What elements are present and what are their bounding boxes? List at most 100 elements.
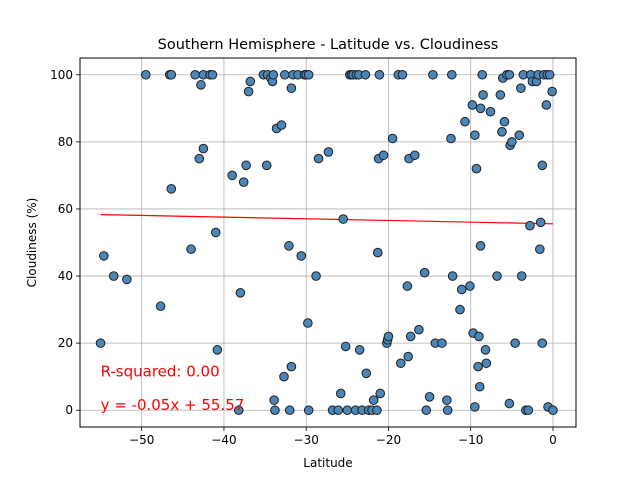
data-point [405, 331, 416, 342]
data-point [397, 69, 408, 80]
data-point [383, 331, 394, 342]
data-point [190, 69, 200, 80]
data-point [261, 160, 272, 171]
x-tick-label: −10 [458, 433, 483, 447]
data-point [395, 358, 406, 369]
data-point [514, 130, 525, 140]
data-point [235, 288, 246, 298]
data-point [286, 361, 297, 372]
data-point [460, 116, 470, 127]
data-point [296, 251, 307, 261]
data-point [446, 133, 456, 144]
data-point [537, 160, 548, 171]
data-point [194, 153, 205, 164]
data-point [196, 80, 206, 90]
data-point [354, 345, 365, 355]
data-point [481, 358, 492, 369]
data-point [467, 100, 478, 110]
annotation-text: R-squared: 0.00 [101, 363, 220, 381]
data-point [414, 324, 424, 335]
data-point [455, 304, 465, 315]
data-point [510, 338, 520, 348]
data-point [122, 274, 132, 285]
data-point [269, 395, 279, 405]
data-point [303, 405, 314, 416]
data-point [166, 69, 177, 80]
data-point [507, 137, 517, 147]
annotations-layer: R-squared: 0.00 y = -0.05x + 55.57 [101, 363, 245, 415]
data-point [535, 217, 546, 228]
data-point [547, 86, 557, 97]
data-point [456, 284, 467, 295]
data-point [241, 160, 251, 171]
data-point [227, 170, 237, 181]
data-point [210, 227, 221, 238]
data-point [279, 371, 289, 382]
x-axis-label: Latitude [303, 456, 352, 470]
data-point [475, 103, 486, 114]
data-point [375, 388, 386, 399]
y-tick-label: 80 [58, 135, 73, 149]
data-point [303, 318, 313, 328]
data-point [372, 405, 382, 416]
data-point [504, 69, 515, 80]
x-tick-label: −40 [211, 433, 236, 447]
data-point [286, 83, 297, 93]
data-point [477, 69, 488, 80]
data-point [303, 69, 314, 80]
data-point [342, 405, 353, 416]
y-tick-label: 20 [58, 336, 73, 350]
data-point [495, 90, 506, 100]
x-tick-label: −20 [376, 433, 401, 447]
y-tick-label: 0 [65, 403, 73, 417]
data-point [424, 392, 435, 402]
data-point [442, 395, 452, 405]
data-point [338, 214, 349, 224]
data-point [186, 244, 196, 255]
regression-layer [100, 213, 553, 225]
data-point [474, 331, 484, 342]
data-point [471, 163, 482, 174]
data-point [492, 271, 502, 281]
data-point [446, 69, 457, 80]
data-point [313, 153, 324, 164]
y-tick-label: 100 [50, 68, 73, 82]
data-point [270, 405, 280, 416]
data-point [525, 220, 535, 231]
data-point [480, 345, 491, 355]
x-tick-label: −50 [129, 433, 154, 447]
data-point [276, 120, 287, 130]
data-point [497, 127, 507, 137]
data-point [368, 395, 379, 405]
data-point [403, 351, 413, 362]
data-point [284, 241, 294, 251]
data-point [470, 130, 480, 140]
data-point [323, 147, 334, 157]
data-point [360, 69, 371, 80]
data-point [284, 405, 295, 416]
data-point [499, 116, 510, 127]
data-point [535, 244, 545, 255]
data-point [537, 338, 548, 348]
data-point [108, 271, 119, 281]
chart-title: Southern Hemisphere - Latitude vs. Cloud… [158, 37, 499, 53]
data-point [155, 301, 166, 312]
data-point [544, 69, 555, 80]
data-point [340, 341, 351, 352]
y-tick-label: 40 [58, 269, 73, 283]
data-point [280, 69, 290, 80]
data-point [372, 247, 383, 258]
y-axis-label: Cloudiness (%) [25, 198, 39, 288]
data-point [311, 271, 321, 281]
regression-line [100, 213, 553, 225]
annotation-text: y = -0.05x + 55.57 [101, 396, 245, 414]
data-point [141, 69, 151, 80]
data-point [233, 405, 244, 416]
data-point [478, 90, 488, 100]
data-point [475, 241, 486, 251]
data-point [474, 381, 485, 392]
data-point [268, 69, 279, 80]
y-tick-label: 60 [58, 202, 73, 216]
data-point [442, 405, 453, 416]
